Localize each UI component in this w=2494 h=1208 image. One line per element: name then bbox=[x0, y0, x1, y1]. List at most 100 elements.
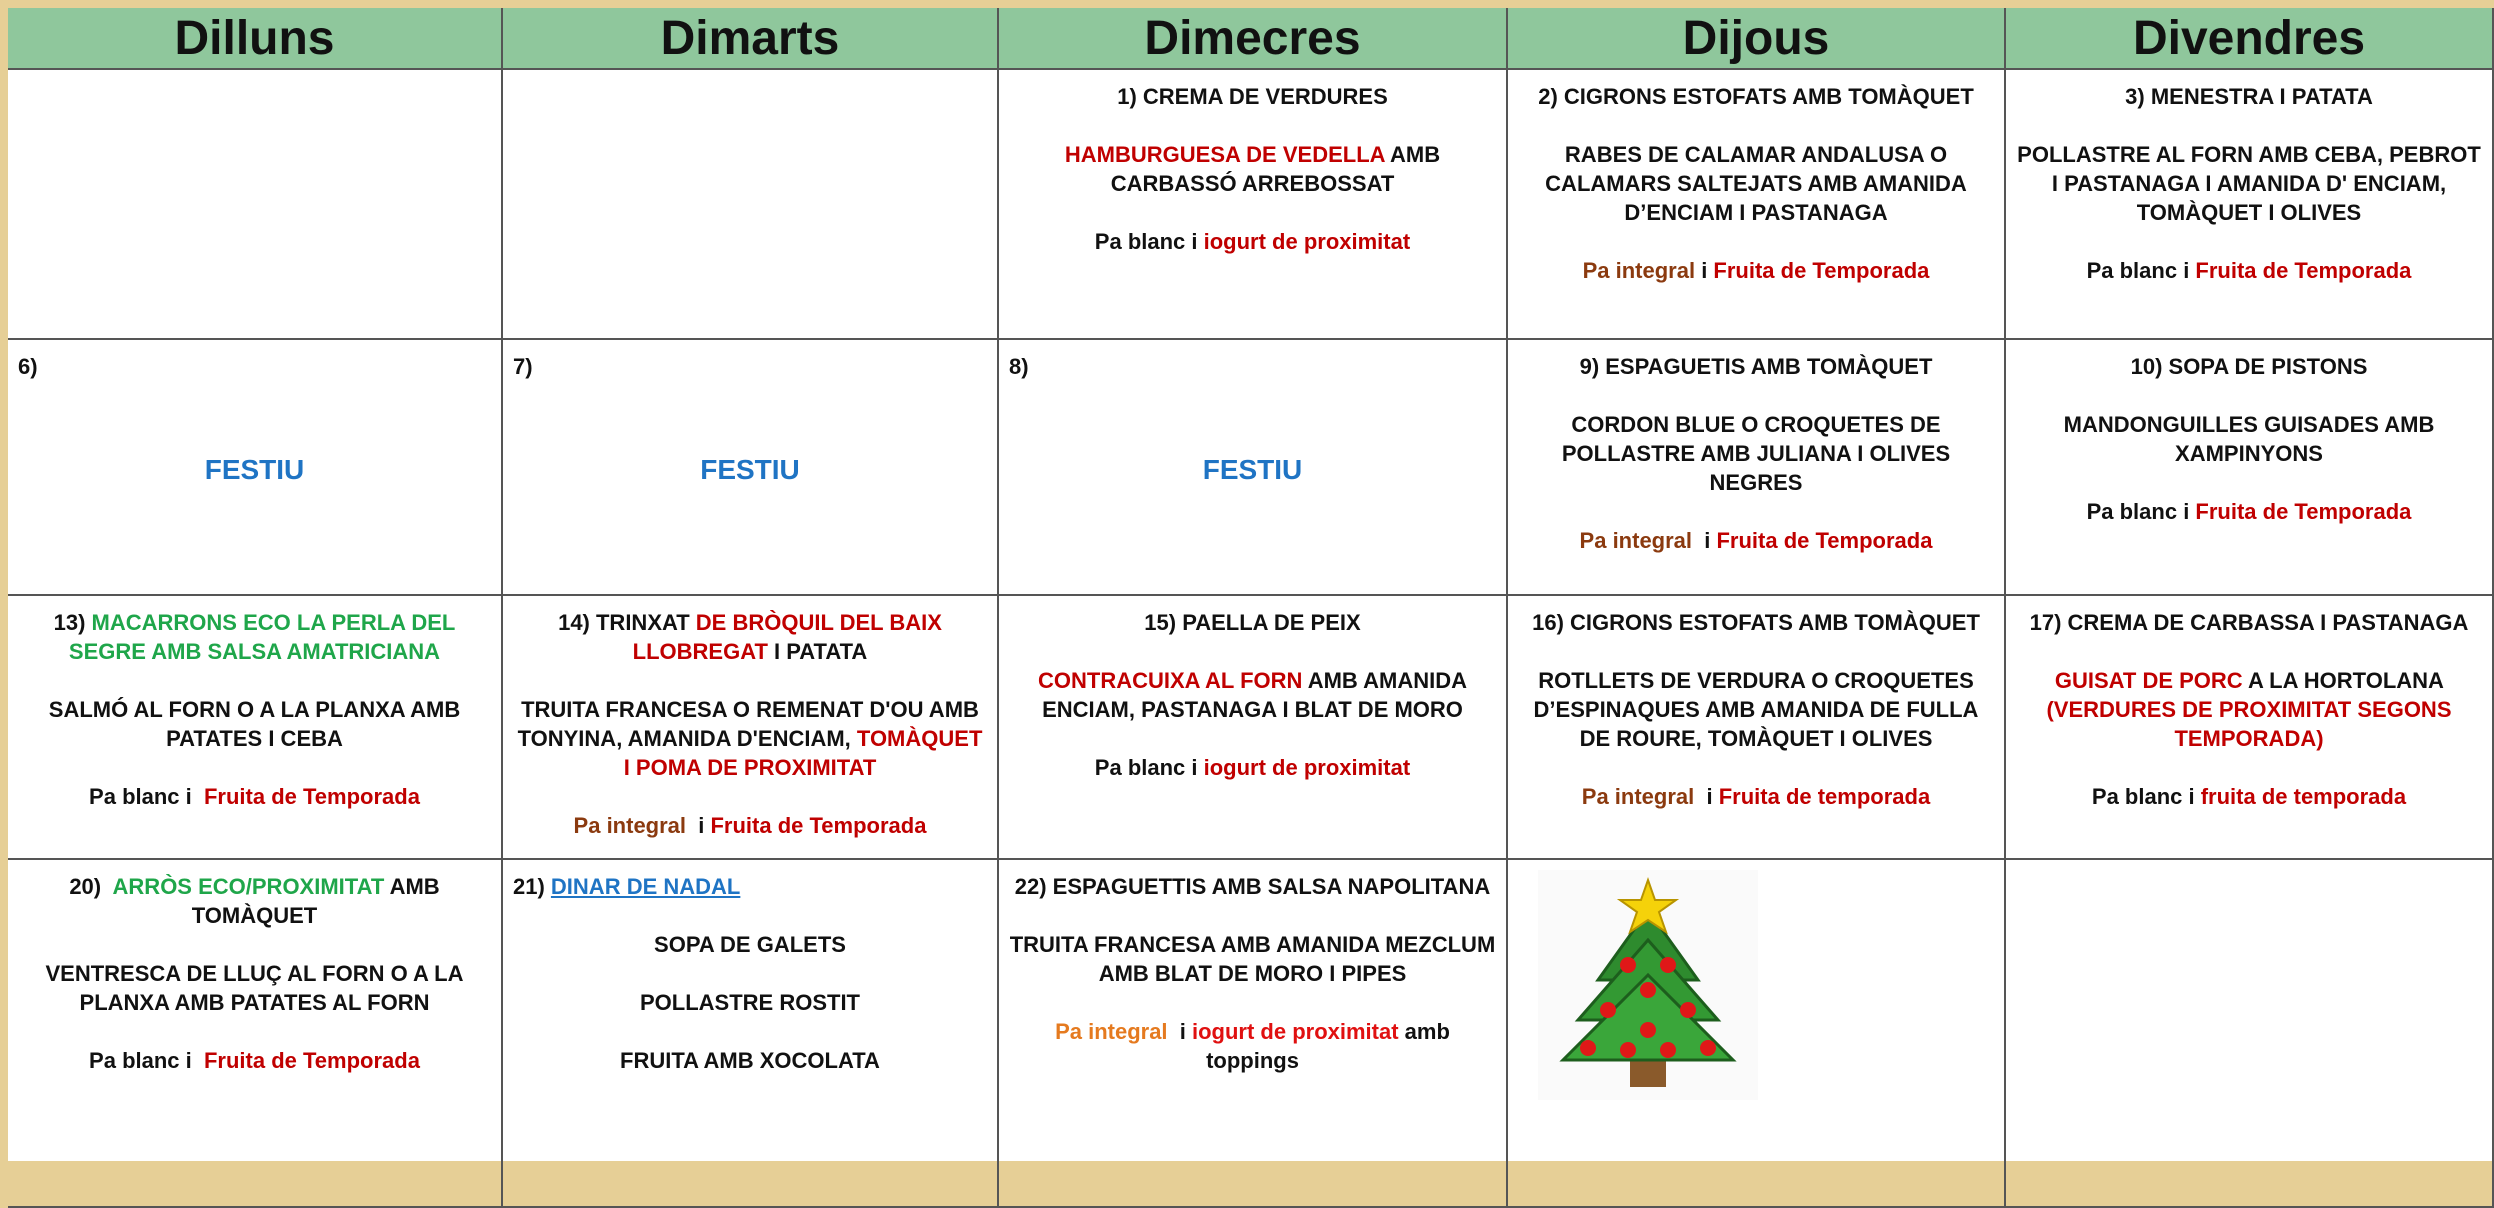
menu-text: MANDONGUILLES GUISADES AMB XAMPINYONS bbox=[2063, 412, 2441, 466]
day-cell: 9) ESPAGUETIS AMB TOMÀQUET CORDON BLUE O … bbox=[1508, 340, 2006, 596]
menu-text: Fruita de Temporada bbox=[710, 813, 927, 838]
menu-line: Pa integral i Fruita de Temporada bbox=[513, 811, 987, 840]
menu-text: iogurt de proximitat bbox=[1192, 1019, 1399, 1044]
day-cell bbox=[1508, 860, 2006, 1208]
menu-line: Pa blanc i Fruita de Temporada bbox=[18, 1046, 491, 1075]
menu-text: i bbox=[1695, 258, 1714, 283]
menu-text: i bbox=[1694, 784, 1719, 809]
menu-text: Pa blanc i bbox=[89, 784, 204, 809]
menu-text: Pa blanc i bbox=[1094, 755, 1204, 780]
menu-text: 13) bbox=[53, 610, 92, 635]
menu-line: VENTRESCA DE LLUÇ AL FORN O A LA PLANXA … bbox=[18, 959, 491, 1017]
menu-line: SOPA DE GALETS bbox=[513, 930, 987, 959]
day-cell: 15) PAELLA DE PEIX CONTRACUIXA AL FORN AM… bbox=[999, 596, 1508, 860]
menu-text: Fruita de Temporada bbox=[1716, 528, 1933, 553]
day-cell bbox=[8, 70, 503, 340]
menu-text: Fruita de Temporada bbox=[203, 784, 420, 809]
menu-line: Pa blanc i iogurt de proximitat bbox=[1009, 227, 1496, 256]
menu-text: Pa blanc i bbox=[2086, 499, 2196, 524]
menu-text: 10) SOPA DE PISTONS bbox=[2130, 354, 2368, 379]
christmas-tree bbox=[1538, 870, 1758, 1100]
day-cell: 1) CREMA DE VERDURES HAMBURGUESA DE VEDEL… bbox=[999, 70, 1508, 340]
menu-text: HAMBURGUESA DE VEDELLA bbox=[1064, 142, 1385, 167]
menu-line: Pa blanc i Fruita de Temporada bbox=[18, 782, 491, 811]
menu-text[interactable]: DINAR DE NADAL bbox=[550, 874, 741, 899]
menu-text: I PATATA bbox=[767, 639, 868, 664]
menu-text: Fruita de temporada bbox=[1718, 784, 1931, 809]
menu-text: TOMÀQUET I POMA DE PROXIMITAT bbox=[623, 726, 989, 780]
menu-line: 14) TRINXAT DE BRÒQUIL DEL BAIX LLOBREGA… bbox=[513, 608, 987, 666]
menu-text: Pa integral bbox=[573, 813, 687, 838]
menu-line: SALMÓ AL FORN O A LA PLANXA AMB PATATES … bbox=[18, 695, 491, 753]
day-cell: 13) MACARRONS ECO LA PERLA DEL SEGRE AMB… bbox=[8, 596, 503, 860]
day-header: Dimecres bbox=[999, 8, 1508, 70]
menu-text: Pa blanc i bbox=[89, 1048, 204, 1073]
menu-line: Pa integral i iogurt de proximitat amb t… bbox=[1009, 1017, 1496, 1075]
menu-line: Pa integral i Fruita de Temporada bbox=[1518, 256, 1994, 285]
day-header: Dilluns bbox=[8, 8, 503, 70]
page: {"header": {"days": ["Dilluns", "Dimarts… bbox=[8, 8, 2494, 1208]
menu-line: MANDONGUILLES GUISADES AMB XAMPINYONS bbox=[2016, 410, 2482, 468]
menu-text: fruita de temporada bbox=[2200, 784, 2407, 809]
menu-text: MACARRONS ECO LA PERLA DEL SEGRE AMB SAL… bbox=[68, 610, 462, 664]
menu-text: TRUITA FRANCESA O REMENAT D'OU AMB TONYI… bbox=[517, 697, 986, 751]
menu-text: Pa integral bbox=[1581, 784, 1695, 809]
menu-line: Pa blanc i Fruita de Temporada bbox=[2016, 497, 2482, 526]
menu-text: 2) CIGRONS ESTOFATS AMB TOMÀQUET bbox=[1538, 84, 1974, 109]
day-number: 8) bbox=[1009, 354, 1029, 379]
day-cell: 3) MENESTRA I PATATA POLLASTRE AL FORN AM… bbox=[2006, 70, 2494, 340]
menu-text: Pa integral bbox=[1582, 258, 1696, 283]
day-number: 7) bbox=[513, 354, 533, 379]
holiday-label: FESTIU bbox=[204, 454, 305, 485]
day-cell: 10) SOPA DE PISTONS MANDONGUILLES GUISADE… bbox=[2006, 340, 2494, 596]
menu-line: CONTRACUIXA AL FORN AMB AMANIDA ENCIAM, … bbox=[1009, 666, 1496, 724]
day-cell bbox=[2006, 860, 2494, 1208]
menu-line: POLLASTRE AL FORN AMB CEBA, PEBROT I PAS… bbox=[2016, 140, 2482, 227]
menu-text: 1) CREMA DE VERDURES bbox=[1117, 84, 1388, 109]
menu-text: 15) PAELLA DE PEIX bbox=[1144, 610, 1361, 635]
menu-line: CORDON BLUE O CROQUETES DE POLLASTRE AMB… bbox=[1518, 410, 1994, 497]
day-header: Dijous bbox=[1508, 8, 2006, 70]
menu-line: 15) PAELLA DE PEIX bbox=[1009, 608, 1496, 637]
menu-line: 1) CREMA DE VERDURES bbox=[1009, 82, 1496, 111]
menu-text: 16) CIGRONS ESTOFATS AMB TOMÀQUET bbox=[1532, 610, 1980, 635]
menu-text: 21) bbox=[513, 874, 551, 899]
menu-line: 10) SOPA DE PISTONS bbox=[2016, 352, 2482, 381]
menu-text: VENTRESCA DE LLUÇ AL FORN O A LA PLANXA … bbox=[45, 961, 470, 1015]
menu-text: iogurt de proximitat bbox=[1203, 755, 1411, 780]
menu-text: RABES DE CALAMAR ANDALUSA O CALAMARS SAL… bbox=[1545, 142, 1973, 225]
day-cell: 6) FESTIU bbox=[8, 340, 503, 596]
menu-line: 2) CIGRONS ESTOFATS AMB TOMÀQUET bbox=[1518, 82, 1994, 111]
menu-line: 22) ESPAGUETTIS AMB SALSA NAPOLITANA bbox=[1009, 872, 1496, 901]
menu-text: A LA HORTOLANA bbox=[2242, 668, 2450, 693]
menu-text: Fruita de Temporada bbox=[2195, 258, 2412, 283]
menu-line: GUISAT DE PORC A LA HORTOLANA (VERDURES … bbox=[2016, 666, 2482, 753]
menu-text: Fruita de Temporada bbox=[1713, 258, 1930, 283]
menu-text: TRUITA FRANCESA AMB AMANIDA MEZCLUM AMB … bbox=[1009, 932, 1501, 986]
menu-text: 14) TRINXAT bbox=[558, 610, 696, 635]
menu-text: iogurt de proximitat bbox=[1203, 229, 1411, 254]
menu-line: Pa blanc i Fruita de Temporada bbox=[2016, 256, 2482, 285]
menu-text: i bbox=[686, 813, 711, 838]
day-cell: 2) CIGRONS ESTOFATS AMB TOMÀQUET RABES DE… bbox=[1508, 70, 2006, 340]
menu-text: POLLASTRE AL FORN AMB CEBA, PEBROT I PAS… bbox=[2017, 142, 2487, 225]
menu-line: RABES DE CALAMAR ANDALUSA O CALAMARS SAL… bbox=[1518, 140, 1994, 227]
menu-line: 3) MENESTRA I PATATA bbox=[2016, 82, 2482, 111]
menu-text: SALMÓ AL FORN O A LA PLANXA AMB PATATES … bbox=[48, 697, 467, 751]
menu-text: CONTRACUIXA AL FORN bbox=[1038, 668, 1303, 693]
menu-text: AMB AMANIDA ENCIAM, PASTANAGA I BLAT DE … bbox=[1042, 668, 1474, 722]
menu-text: SOPA DE GALETS bbox=[654, 932, 846, 957]
menu-line: Pa integral i Fruita de Temporada bbox=[1518, 526, 1994, 555]
menu-text: CORDON BLUE O CROQUETES DE POLLASTRE AMB… bbox=[1561, 412, 1957, 495]
menu-text: Fruita de Temporada bbox=[203, 1048, 420, 1073]
menu-text: Pa integral bbox=[1055, 1019, 1168, 1044]
day-cell: 8) FESTIU bbox=[999, 340, 1508, 596]
menu-line: 16) CIGRONS ESTOFATS AMB TOMÀQUET bbox=[1518, 608, 1994, 637]
day-cell: 16) CIGRONS ESTOFATS AMB TOMÀQUET ROTLLET… bbox=[1508, 596, 2006, 860]
menu-line: Pa integral i Fruita de temporada bbox=[1518, 782, 1994, 811]
menu-text: GUISAT DE PORC bbox=[2054, 668, 2243, 693]
menu-text: Fruita de Temporada bbox=[2195, 499, 2412, 524]
menu-text: i bbox=[1692, 528, 1717, 553]
menu-text: Pa blanc i bbox=[2091, 784, 2201, 809]
menu-line: FRUITA AMB XOCOLATA bbox=[513, 1046, 987, 1075]
